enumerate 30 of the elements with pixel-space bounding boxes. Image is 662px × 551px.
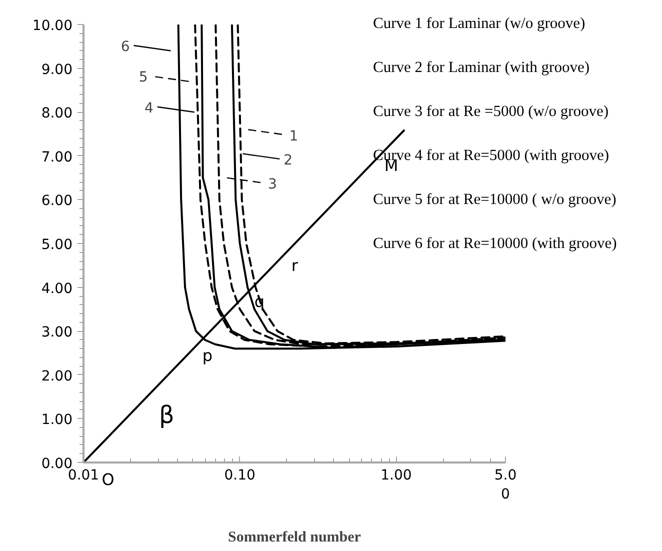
y-tick-label: 1.00 xyxy=(41,412,72,428)
annotation: Curve 1 for Laminar (w/o groove) xyxy=(373,14,586,34)
annotation: β xyxy=(159,400,174,429)
x-tick-label: 1.00 xyxy=(380,468,412,484)
legend-label: 1 xyxy=(289,128,298,144)
y-tick-label: 2.00 xyxy=(41,368,72,384)
y-tick-label: 8.00 xyxy=(41,106,72,122)
annotation: Curve 6 for at Re=10000 (with groove) xyxy=(373,234,617,254)
text: 6 xyxy=(120,39,130,56)
y-tick-label: 7.00 xyxy=(41,149,72,166)
x-tick-label: 0.01 xyxy=(68,468,100,484)
y-tick-label: 5.00 xyxy=(41,237,72,253)
annotation: Curve 2 for Laminar (with groove) xyxy=(373,58,590,78)
legend-label: 2 xyxy=(284,152,293,168)
x-tick-label: 5.0 0 xyxy=(494,468,517,503)
y-tick-label: 6.00 xyxy=(41,193,72,210)
annotation: Curve 3 for at Re =5000 (w/o groove) xyxy=(373,102,609,122)
legend-label: 3 xyxy=(268,176,277,193)
annotation: p xyxy=(202,346,212,365)
y-tick-label: 10.00 xyxy=(32,18,73,34)
text: 4 xyxy=(144,100,154,116)
annotation: r xyxy=(291,256,298,275)
x-axis-title: Sommerfeld number xyxy=(228,530,362,546)
x-tick-label: 0.10 xyxy=(224,468,256,484)
y-tick-label: 3.00 xyxy=(41,324,72,341)
y-tick-label: 9.00 xyxy=(41,62,72,78)
annotation: Curve 5 for at Re=10000 ( w/o groove) xyxy=(373,190,616,210)
annotation: O xyxy=(102,470,114,489)
y-tick-label: 4.00 xyxy=(41,280,72,297)
text: 5 xyxy=(138,70,148,86)
